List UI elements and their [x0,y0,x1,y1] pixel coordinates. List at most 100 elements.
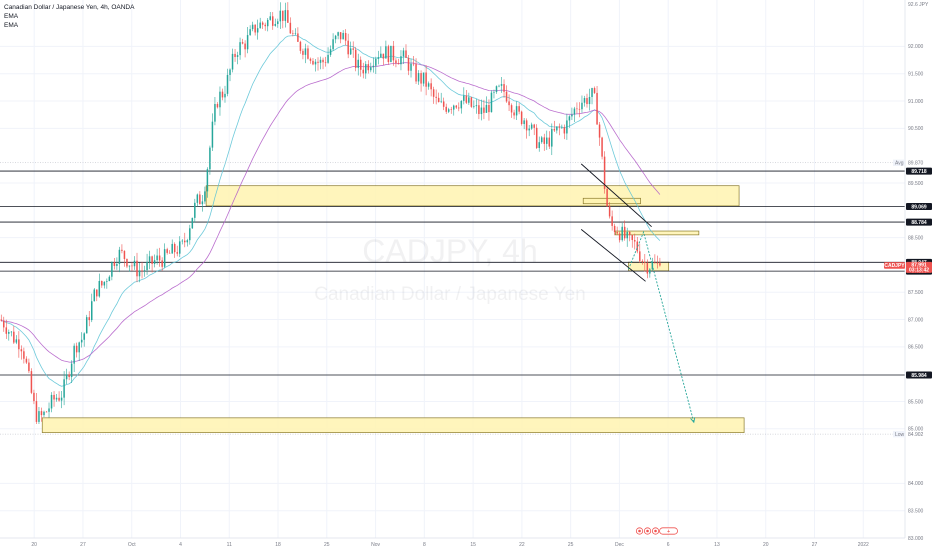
candle[interactable] [525,118,528,139]
candle[interactable] [515,101,518,120]
candle[interactable] [608,202,611,219]
candle[interactable] [249,25,251,36]
candle[interactable] [397,58,400,65]
candle[interactable] [294,28,297,36]
candle[interactable] [319,56,322,70]
candle[interactable] [427,81,430,90]
candle[interactable] [503,79,505,98]
candle[interactable] [199,191,201,205]
candle[interactable] [80,332,83,348]
candle[interactable] [415,58,417,85]
candle[interactable] [598,121,601,146]
candle[interactable] [354,47,357,72]
candle[interactable] [508,94,510,112]
candle[interactable] [75,342,78,358]
candle[interactable] [490,90,493,113]
flag-icon[interactable] [643,527,652,535]
candle[interactable] [538,136,540,152]
candle[interactable] [78,341,80,361]
stat-badge[interactable]: Low 84.902 [0,430,924,438]
candle[interactable] [528,125,530,137]
candle[interactable] [458,102,460,112]
candle[interactable] [636,236,639,254]
candle[interactable] [442,97,445,111]
candle[interactable] [128,265,131,272]
candle[interactable] [272,12,274,30]
candle[interactable] [91,293,93,323]
candle[interactable] [161,257,163,271]
candle[interactable] [151,255,153,273]
candle[interactable] [38,407,40,424]
candle[interactable] [450,106,452,114]
candle[interactable] [334,34,337,44]
candle[interactable] [546,130,548,150]
candle[interactable] [118,246,121,273]
candle[interactable] [189,224,191,245]
candle[interactable] [224,85,226,103]
candle[interactable] [332,33,334,51]
candle[interactable] [634,233,636,250]
candle[interactable] [171,239,173,254]
candle[interactable] [234,49,236,62]
candle[interactable] [631,234,633,248]
candle[interactable] [347,33,349,59]
candle[interactable] [236,51,239,65]
candle[interactable] [163,243,166,269]
candle[interactable] [239,37,241,60]
candle[interactable] [229,68,231,82]
support-resistance-zones[interactable] [41,185,745,433]
candle[interactable] [277,18,279,28]
level-price-badge[interactable]: 85.984 [906,371,932,379]
level-price-badge[interactable]: 89.069 [906,203,932,210]
candle[interactable] [407,55,410,76]
supply-demand-zone[interactable] [628,261,670,272]
candle[interactable] [138,262,141,283]
candle[interactable] [581,95,583,113]
candle[interactable] [593,86,596,95]
candle[interactable] [558,123,561,136]
candle[interactable] [156,248,158,265]
candle[interactable] [244,40,246,58]
candle[interactable] [297,27,299,42]
candle[interactable] [568,115,571,128]
candle[interactable] [314,59,317,72]
candle[interactable] [656,255,659,269]
candle[interactable] [256,19,259,40]
candle[interactable] [639,243,641,263]
stat-badge[interactable]: Avg 89.870 [0,159,924,167]
candle[interactable] [380,46,382,58]
candle[interactable] [382,53,385,66]
candle[interactable] [181,239,184,245]
candle[interactable] [40,407,43,422]
candle[interactable] [191,217,194,229]
candle[interactable] [269,12,271,21]
candle[interactable] [274,18,277,27]
candle[interactable] [50,392,53,413]
supply-demand-zone[interactable] [582,197,641,205]
candle[interactable] [440,92,442,104]
candle[interactable] [518,103,520,115]
candle[interactable] [20,345,23,360]
candle[interactable] [357,53,359,76]
candle[interactable] [0,314,3,322]
candle[interactable] [226,68,229,97]
candle[interactable] [420,70,422,92]
candle[interactable] [246,26,249,54]
candle[interactable] [126,258,128,269]
candle[interactable] [141,261,143,279]
candle[interactable] [93,288,96,302]
candle[interactable] [455,104,458,109]
flag-icon[interactable] [651,527,660,535]
candle[interactable] [370,62,372,73]
symbol-title[interactable]: Canadian Dollar / Japanese Yen, 4h, OAND… [4,4,135,11]
channel-trendline[interactable] [580,163,652,228]
candle[interactable] [390,45,392,63]
candle[interactable] [540,135,543,144]
candle[interactable] [10,331,13,337]
candle[interactable] [626,227,628,247]
candle[interactable] [339,32,342,44]
candle[interactable] [465,90,468,105]
candle[interactable] [488,99,490,121]
candle[interactable] [254,24,256,36]
time-axis[interactable]: 20 27 Oct 4 11 18 25 Nov 8 15 22 25 Dec 6 13 20 27 2022 [0,537,905,548]
